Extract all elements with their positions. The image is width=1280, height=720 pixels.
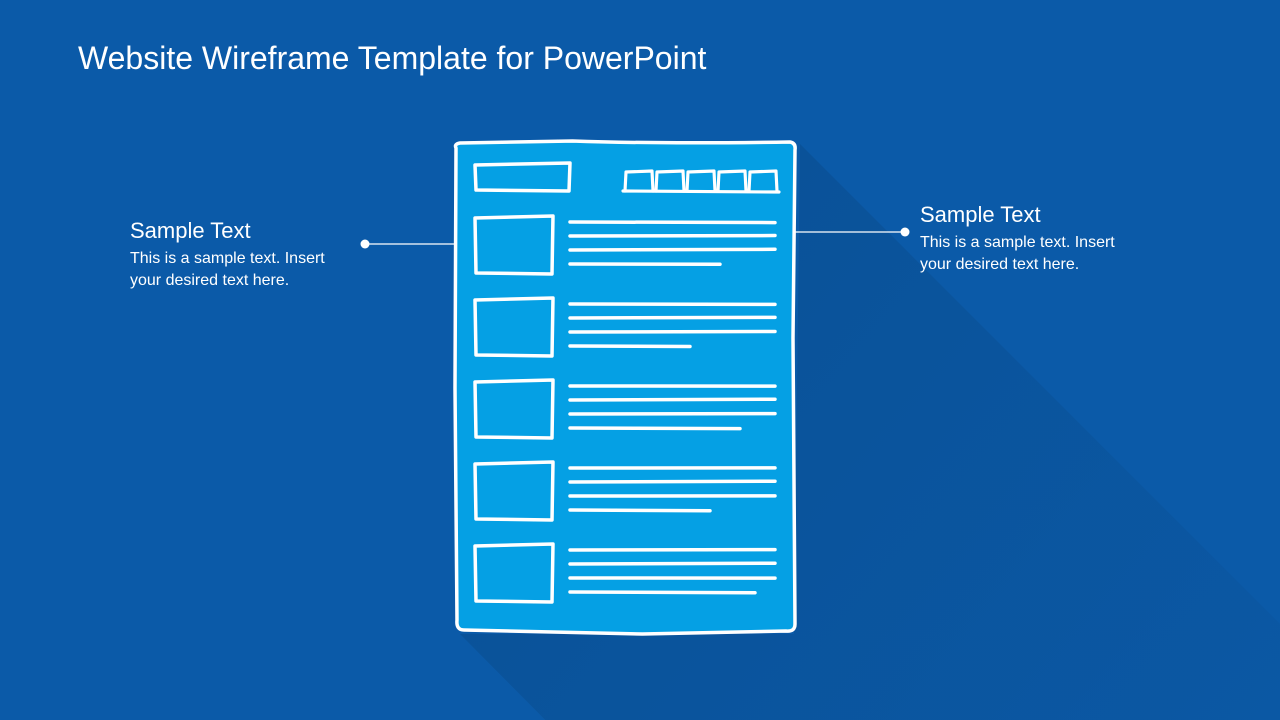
callout-right-body: This is a sample text. Insert your desir…	[920, 232, 1150, 275]
callout-left-body: This is a sample text. Insert your desir…	[130, 248, 360, 291]
callout-right-title: Sample Text	[920, 202, 1150, 228]
callout-left-title: Sample Text	[130, 218, 360, 244]
wireframe-page-icon	[450, 138, 800, 638]
slide-title: Website Wireframe Template for PowerPoin…	[78, 40, 706, 77]
slide: Website Wireframe Template for PowerPoin…	[0, 0, 1280, 720]
callout-right: Sample Text This is a sample text. Inser…	[920, 202, 1150, 275]
callout-left: Sample Text This is a sample text. Inser…	[130, 218, 360, 291]
